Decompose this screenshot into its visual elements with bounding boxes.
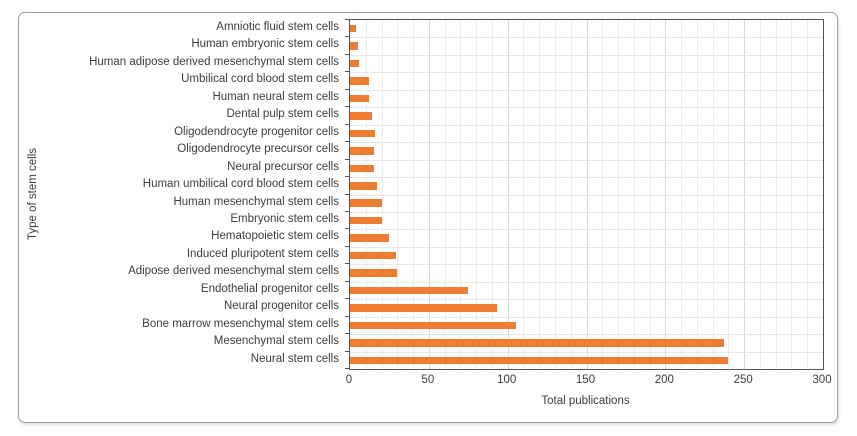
row-gridline [350, 281, 823, 283]
x-tick-label: 200 [654, 374, 674, 386]
row-gridline [350, 351, 823, 353]
row-gridline [350, 37, 823, 39]
y-axis-tick-mark [345, 141, 349, 143]
x-axis-tick-labels: 0 50 100 150 200 250 300 [345, 374, 832, 390]
category-label: Amniotic fluid stem cells [216, 21, 339, 33]
category-axis-labels: Amniotic fluid stem cells Human embryonic… [19, 19, 344, 368]
y-axis-tick-mark [345, 123, 349, 125]
row-gridline [350, 334, 823, 336]
row-gridline [350, 194, 823, 196]
row-gridline [350, 264, 823, 266]
y-axis-tick-mark [345, 176, 349, 178]
y-axis-tick-mark [345, 263, 349, 265]
y-axis-tick-mark [345, 36, 349, 38]
bar [350, 251, 396, 260]
x-tick-label: 250 [733, 374, 753, 386]
bar [350, 94, 369, 103]
bar [350, 77, 369, 85]
category-label: Endothelial progenitor cells [200, 282, 339, 295]
x-tick-label: 150 [575, 374, 596, 386]
row-gridline [350, 89, 823, 91]
category-label: Oligodendrocyte precursor cells [177, 143, 339, 156]
y-axis-tick-mark [345, 315, 349, 317]
bar [350, 269, 398, 277]
y-axis-tick-mark [345, 19, 349, 20]
x-tick-label: 50 [421, 374, 435, 386]
category-label: Neural progenitor cells [223, 300, 339, 313]
bar [350, 304, 497, 312]
category-label: Human adipose derived mesenchymal stem c… [89, 55, 339, 68]
bar [350, 199, 382, 207]
row-gridline [350, 142, 823, 144]
y-axis-tick-mark [345, 280, 349, 282]
y-axis-tick-mark [345, 106, 349, 108]
category-label: Umbilical cord blood stem cells [181, 73, 339, 86]
row-gridline [350, 54, 823, 56]
y-axis-tick-mark [345, 88, 349, 90]
x-axis-title: Total publications [541, 395, 630, 407]
y-axis-tick-mark [345, 71, 349, 73]
category-label: Human neural stem cells [212, 90, 339, 103]
row-gridline [350, 159, 823, 161]
row-gridline [350, 107, 823, 109]
row-gridline [350, 124, 823, 126]
row-gridline [350, 299, 823, 301]
y-axis-tick-mark [345, 53, 349, 55]
category-label: Hematopoietic stem cells [211, 230, 339, 243]
chart-card: Type of stem cells Amniotic fluid stem c… [18, 12, 838, 423]
y-axis-tick-mark [345, 193, 349, 195]
category-label: Induced pluripotent stem cells [186, 247, 339, 260]
row-gridline [350, 72, 823, 74]
category-label: Neural stem cells [250, 352, 339, 365]
bar [350, 129, 376, 138]
y-axis-tick-mark [345, 228, 349, 230]
bar [350, 147, 374, 155]
row-gridline [350, 316, 823, 318]
y-axis-tick-mark [345, 333, 349, 335]
category-label: Dental pulp stem cells [226, 108, 340, 121]
bar [350, 321, 516, 330]
category-label: Oligodendrocyte progenitor cells [174, 125, 339, 138]
y-axis-tick-mark [345, 158, 349, 160]
bar [350, 24, 357, 33]
row-gridline [350, 177, 823, 179]
bar [350, 59, 360, 68]
row-gridline [350, 211, 823, 213]
y-axis-tick-mark [345, 350, 349, 352]
bar [350, 234, 390, 242]
category-label: Neural precursor cells [227, 160, 339, 173]
bar [350, 182, 377, 190]
bar [350, 164, 374, 173]
bar [350, 42, 358, 50]
category-label: Embryonic stem cells [230, 212, 339, 225]
bar [350, 339, 724, 347]
row-gridline [350, 229, 823, 231]
category-label: Human mesenchymal stem cells [173, 195, 339, 208]
bar [350, 356, 729, 365]
y-axis-tick-mark [345, 298, 349, 300]
y-axis-tick-mark [345, 245, 349, 247]
x-tick-label: 100 [497, 374, 517, 386]
y-axis-tick-mark [345, 210, 349, 212]
category-label: Mesenchymal stem cells [213, 335, 339, 348]
category-label: Adipose derived mesenchymal stem cells [128, 265, 339, 278]
x-tick-label: 0 [345, 374, 353, 386]
category-label: Human umbilical cord blood stem cells [142, 178, 339, 191]
bar [350, 286, 469, 295]
row-gridline [350, 246, 823, 248]
category-label: Human embryonic stem cells [191, 38, 339, 51]
category-label: Bone marrow mesenchymal stem cells [142, 317, 339, 330]
bar [350, 216, 382, 225]
bar [350, 112, 373, 120]
plot-area [349, 19, 824, 370]
y-axis-tick-mark [345, 368, 349, 369]
x-tick-label: 300 [812, 374, 832, 386]
